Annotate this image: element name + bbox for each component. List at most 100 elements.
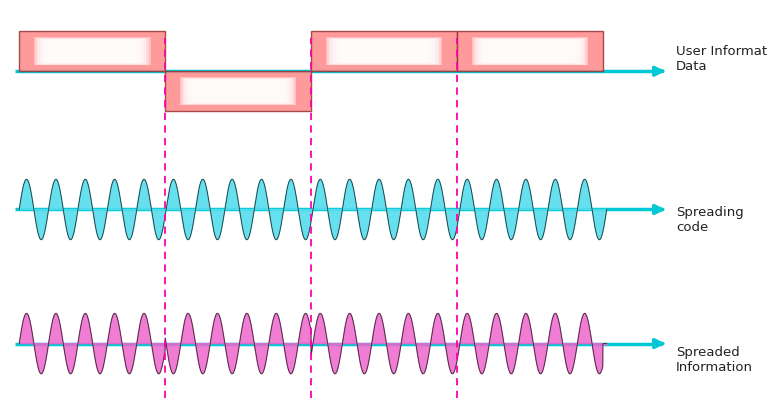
FancyBboxPatch shape	[45, 40, 140, 63]
FancyBboxPatch shape	[488, 41, 571, 61]
FancyBboxPatch shape	[327, 38, 441, 65]
FancyBboxPatch shape	[336, 40, 432, 63]
FancyBboxPatch shape	[349, 43, 419, 59]
FancyBboxPatch shape	[492, 42, 568, 60]
FancyBboxPatch shape	[58, 43, 126, 59]
FancyBboxPatch shape	[343, 41, 425, 61]
FancyBboxPatch shape	[211, 85, 265, 98]
FancyBboxPatch shape	[68, 46, 116, 57]
FancyBboxPatch shape	[198, 82, 278, 101]
FancyBboxPatch shape	[51, 41, 134, 61]
FancyBboxPatch shape	[189, 80, 287, 103]
FancyBboxPatch shape	[506, 46, 554, 57]
FancyBboxPatch shape	[346, 42, 422, 60]
FancyBboxPatch shape	[326, 37, 442, 65]
FancyBboxPatch shape	[330, 39, 438, 64]
FancyBboxPatch shape	[311, 31, 457, 71]
FancyBboxPatch shape	[61, 44, 123, 59]
FancyBboxPatch shape	[360, 46, 408, 57]
FancyBboxPatch shape	[333, 39, 435, 63]
FancyBboxPatch shape	[478, 39, 582, 64]
FancyBboxPatch shape	[363, 47, 405, 56]
FancyBboxPatch shape	[511, 47, 549, 56]
FancyBboxPatch shape	[329, 38, 439, 65]
FancyBboxPatch shape	[332, 39, 436, 64]
FancyBboxPatch shape	[55, 43, 129, 60]
Text: Spreading
code: Spreading code	[676, 206, 743, 234]
FancyBboxPatch shape	[181, 78, 295, 105]
FancyBboxPatch shape	[35, 38, 149, 65]
FancyBboxPatch shape	[40, 39, 144, 64]
FancyBboxPatch shape	[217, 86, 259, 96]
FancyBboxPatch shape	[184, 78, 292, 104]
FancyBboxPatch shape	[472, 37, 588, 65]
FancyBboxPatch shape	[57, 43, 127, 59]
FancyBboxPatch shape	[347, 43, 421, 60]
FancyBboxPatch shape	[206, 83, 270, 99]
FancyBboxPatch shape	[48, 41, 137, 62]
FancyBboxPatch shape	[203, 83, 273, 99]
FancyBboxPatch shape	[49, 41, 135, 62]
FancyBboxPatch shape	[194, 80, 283, 102]
FancyBboxPatch shape	[213, 85, 263, 97]
FancyBboxPatch shape	[475, 38, 585, 65]
FancyBboxPatch shape	[356, 44, 412, 58]
FancyBboxPatch shape	[183, 78, 293, 104]
FancyBboxPatch shape	[493, 43, 567, 60]
FancyBboxPatch shape	[365, 47, 403, 56]
FancyBboxPatch shape	[207, 84, 269, 98]
FancyBboxPatch shape	[37, 38, 147, 65]
FancyBboxPatch shape	[41, 39, 143, 63]
FancyBboxPatch shape	[473, 38, 587, 65]
FancyBboxPatch shape	[335, 40, 433, 63]
FancyBboxPatch shape	[214, 85, 262, 97]
FancyBboxPatch shape	[210, 84, 266, 98]
FancyBboxPatch shape	[350, 43, 418, 59]
FancyBboxPatch shape	[344, 42, 424, 61]
FancyBboxPatch shape	[359, 45, 409, 57]
FancyBboxPatch shape	[353, 44, 415, 59]
FancyBboxPatch shape	[67, 45, 118, 57]
FancyBboxPatch shape	[508, 46, 552, 57]
FancyBboxPatch shape	[70, 46, 114, 57]
FancyBboxPatch shape	[186, 79, 290, 103]
FancyBboxPatch shape	[498, 44, 562, 59]
FancyBboxPatch shape	[71, 47, 113, 56]
FancyBboxPatch shape	[65, 45, 119, 58]
FancyBboxPatch shape	[197, 81, 280, 101]
FancyBboxPatch shape	[496, 43, 564, 59]
FancyBboxPatch shape	[54, 42, 131, 60]
FancyBboxPatch shape	[192, 80, 284, 102]
FancyBboxPatch shape	[457, 31, 603, 71]
FancyBboxPatch shape	[180, 77, 296, 105]
FancyBboxPatch shape	[43, 40, 141, 63]
FancyBboxPatch shape	[216, 86, 260, 96]
FancyBboxPatch shape	[481, 40, 579, 63]
FancyBboxPatch shape	[338, 40, 430, 62]
FancyBboxPatch shape	[479, 39, 581, 63]
FancyBboxPatch shape	[485, 41, 574, 62]
FancyBboxPatch shape	[38, 39, 146, 64]
FancyBboxPatch shape	[64, 44, 121, 58]
FancyBboxPatch shape	[46, 40, 138, 62]
FancyBboxPatch shape	[495, 43, 565, 59]
Text: Spreaded
Information: Spreaded Information	[676, 347, 753, 374]
FancyBboxPatch shape	[341, 41, 427, 62]
FancyBboxPatch shape	[499, 44, 561, 59]
FancyBboxPatch shape	[505, 45, 555, 57]
FancyBboxPatch shape	[502, 44, 558, 58]
FancyBboxPatch shape	[503, 45, 557, 58]
FancyBboxPatch shape	[52, 42, 132, 61]
FancyBboxPatch shape	[201, 83, 275, 100]
FancyBboxPatch shape	[165, 71, 311, 111]
FancyBboxPatch shape	[357, 45, 411, 58]
FancyBboxPatch shape	[204, 83, 272, 99]
FancyBboxPatch shape	[73, 47, 111, 56]
FancyBboxPatch shape	[482, 40, 578, 63]
FancyBboxPatch shape	[490, 42, 570, 61]
FancyBboxPatch shape	[195, 81, 281, 101]
Text: User Information
Data: User Information Data	[676, 45, 768, 73]
FancyBboxPatch shape	[187, 79, 289, 103]
FancyBboxPatch shape	[219, 86, 257, 96]
FancyBboxPatch shape	[19, 31, 165, 71]
